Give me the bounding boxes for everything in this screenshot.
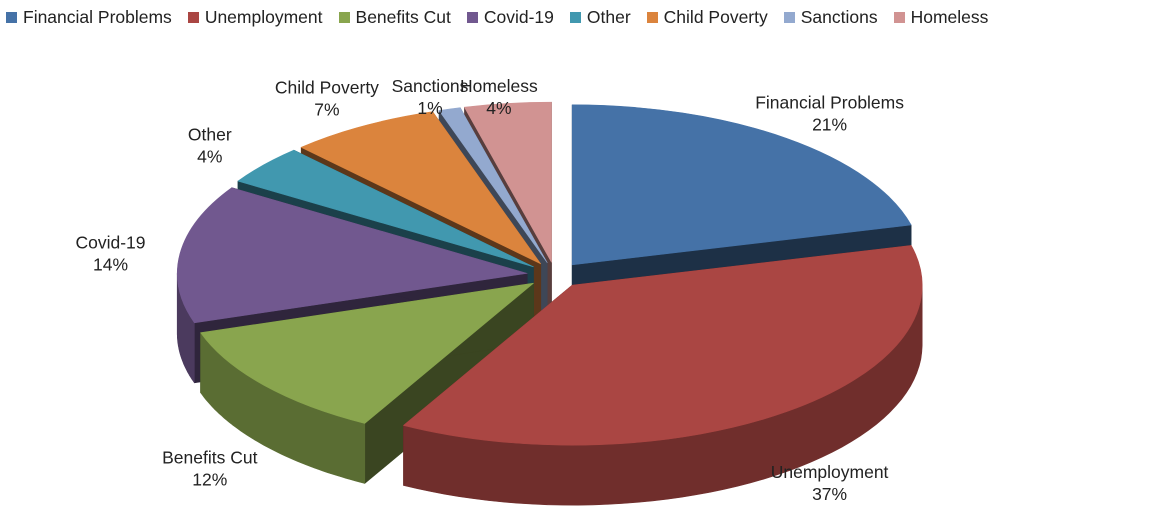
data-label-percent: 1%	[417, 98, 442, 118]
legend-swatch	[646, 11, 658, 23]
legend-item-sanctions: Sanctions	[783, 6, 878, 28]
legend-label: Sanctions	[800, 6, 878, 27]
data-label-financial-problems: Financial Problems 21%	[755, 92, 904, 134]
slice-homeless	[464, 101, 552, 263]
slice-financial-problems	[571, 104, 912, 266]
data-label-covid-19: Covid-19 14%	[75, 233, 145, 275]
legend-item-financial-problems: Financial Problems	[6, 7, 172, 28]
slices-layer	[176, 101, 923, 506]
data-label-percent: 14%	[93, 254, 128, 274]
slice-unemployment	[403, 245, 923, 446]
data-label-sanctions: Sanctions 1%	[392, 76, 469, 118]
data-label-category: Other	[188, 125, 232, 145]
slice-sanctions	[438, 107, 548, 263]
data-label-percent: 37%	[812, 484, 847, 504]
legend-swatch	[466, 11, 478, 23]
legend-label: Other	[586, 6, 631, 27]
data-label-category: Benefits Cut	[162, 447, 257, 467]
slice-benefits-cut	[200, 282, 534, 424]
slice-other	[237, 149, 534, 268]
data-label-homeless: Homeless 4%	[460, 76, 538, 118]
data-label-child-poverty: Child Poverty 7%	[275, 78, 379, 120]
legend-label: Homeless	[910, 6, 989, 27]
data-label-category: Financial Problems	[755, 92, 904, 112]
legend-swatch	[6, 11, 17, 23]
data-label-category: Unemployment	[771, 462, 889, 482]
legend-label: Financial Problems	[23, 6, 172, 27]
labels-layer: Financial Problems 21% Unemployment 37% Bene…	[75, 76, 904, 504]
legend-label: Unemployment	[204, 6, 323, 27]
legend-swatch	[783, 11, 795, 23]
data-label-category: Covid-19	[75, 233, 145, 253]
data-label-percent: 7%	[314, 99, 339, 119]
data-label-other: Other 4%	[188, 125, 232, 167]
data-label-percent: 4%	[486, 98, 511, 118]
chart-legend: Financial Problems Unemployment Benefits C…	[6, 5, 1156, 29]
legend-item-child-poverty: Child Poverty	[646, 6, 768, 28]
legend-swatch	[893, 11, 905, 23]
legend-label: Covid-19	[483, 6, 554, 27]
slice-covid-19	[176, 187, 528, 324]
legend-item-unemployment: Unemployment	[187, 6, 323, 28]
legend-item-covid-19: Covid-19	[466, 6, 554, 28]
data-label-category: Sanctions	[392, 76, 469, 96]
legend-swatch	[338, 11, 350, 23]
data-label-unemployment: Unemployment 37%	[771, 462, 889, 504]
legend-label: Child Poverty	[663, 6, 768, 27]
data-label-percent: 4%	[197, 146, 222, 166]
legend-item-benefits-cut: Benefits Cut	[338, 6, 451, 28]
slice-child-poverty	[300, 111, 542, 265]
data-label-percent: 12%	[192, 469, 227, 489]
data-label-benefits-cut: Benefits Cut 12%	[162, 447, 257, 489]
legend-label: Benefits Cut	[355, 6, 451, 27]
legend-item-other: Other	[569, 6, 631, 28]
data-label-percent: 21%	[812, 114, 847, 134]
legend-swatch	[569, 11, 581, 23]
legend-item-homeless: Homeless	[893, 6, 989, 28]
legend-swatch	[187, 11, 199, 23]
data-label-category: Child Poverty	[275, 78, 379, 98]
data-label-category: Homeless	[460, 76, 538, 96]
